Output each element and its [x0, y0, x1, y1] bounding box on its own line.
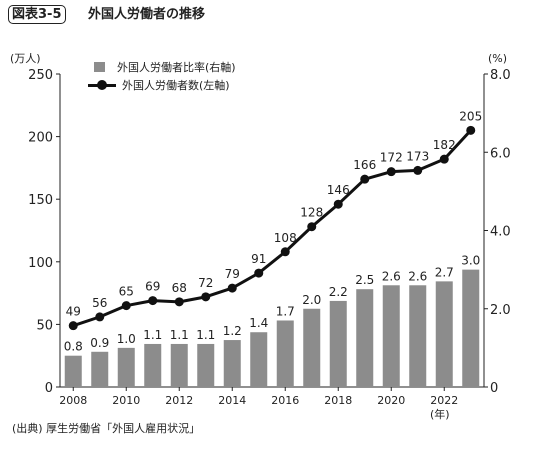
- ratio-bar: [462, 269, 480, 387]
- count-point-label: 146: [327, 183, 350, 197]
- left-tick-label: 200: [28, 131, 53, 146]
- source-note: (出典) 厚生労働省「外国人雇用状況」: [12, 422, 201, 435]
- count-point: [413, 165, 423, 175]
- ratio-bar-label: 2.7: [435, 265, 454, 279]
- count-point-label: 108: [274, 231, 297, 245]
- ratio-bar: [197, 343, 215, 387]
- ratio-bar: [64, 355, 82, 387]
- count-point: [333, 199, 343, 209]
- ratio-bar: [435, 281, 453, 387]
- count-point-label: 172: [380, 151, 403, 165]
- ratio-bar: [117, 347, 135, 387]
- ratio-bar-label: 1.7: [276, 304, 295, 318]
- count-point: [121, 301, 131, 311]
- count-point: [174, 297, 184, 307]
- ratio-bar: [276, 320, 294, 387]
- legend-label-ratio: 外国人労働者比率(右軸): [117, 61, 236, 74]
- count-point-label: 128: [300, 206, 323, 220]
- count-line: [72, 129, 472, 328]
- count-point: [227, 283, 237, 293]
- ratio-bar: [382, 285, 400, 387]
- count-point: [360, 174, 370, 184]
- ratio-bar: [91, 351, 109, 387]
- right-tick-label: 4.0: [490, 225, 511, 240]
- left-axis-unit: (万人): [10, 52, 41, 65]
- count-point-label: 205: [459, 109, 482, 123]
- count-point: [95, 312, 105, 322]
- count-point: [386, 167, 396, 177]
- left-tick-label: 250: [28, 68, 53, 83]
- ratio-bar-label: 0.8: [64, 340, 83, 354]
- legend-label-count: 外国人労働者数(左軸): [122, 79, 230, 92]
- ratio-bar-label: 2.6: [408, 269, 427, 283]
- x-tick-label: 2018: [324, 394, 352, 407]
- count-point: [201, 292, 211, 302]
- ratio-bar-label: 0.9: [90, 336, 109, 350]
- count-point-label: 49: [66, 305, 81, 319]
- ratio-bar-label: 2.6: [382, 269, 401, 283]
- ratio-bar: [170, 343, 188, 387]
- x-tick-label: 2016: [271, 394, 299, 407]
- x-tick-label: 2020: [377, 394, 405, 407]
- count-point-label: 91: [251, 252, 266, 266]
- count-point: [466, 125, 476, 135]
- left-tick-label: 100: [28, 256, 53, 271]
- right-axis-unit: (%): [488, 52, 508, 65]
- left-tick-label: 0: [45, 381, 53, 396]
- count-point: [148, 296, 158, 306]
- figure-label: 図表3-5: [8, 5, 66, 24]
- count-point-label: 68: [172, 281, 187, 295]
- ratio-bar: [409, 285, 427, 387]
- ratio-bar-label: 2.0: [302, 293, 321, 307]
- x-tick-label: 2022: [430, 394, 458, 407]
- ratio-bar: [303, 308, 321, 387]
- chart-title: 外国人労働者の推移: [88, 7, 206, 22]
- left-tick-label: 150: [28, 193, 53, 208]
- legend-item-ratio: 外国人労働者比率(右軸): [88, 59, 236, 75]
- x-tick-label: 2010: [112, 394, 140, 407]
- right-tick-label: 2.0: [490, 303, 511, 318]
- ratio-bar-label: 2.2: [329, 285, 348, 299]
- x-tick-label: 2014: [218, 394, 246, 407]
- ratio-bar: [144, 343, 162, 387]
- count-point-label: 166: [353, 158, 376, 172]
- legend-line-swatch: [88, 79, 116, 91]
- count-point: [307, 222, 317, 232]
- right-tick-label: 0: [490, 381, 498, 396]
- right-tick-label: 8.0: [490, 68, 511, 83]
- left-tick-label: 50: [36, 318, 53, 333]
- count-point-label: 69: [145, 280, 160, 294]
- ratio-bar-label: 2.5: [355, 273, 374, 287]
- right-tick-label: 6.0: [490, 146, 511, 161]
- count-point-label: 65: [119, 285, 134, 299]
- count-point-label: 56: [92, 296, 107, 310]
- ratio-bar: [329, 300, 347, 387]
- ratio-bar: [223, 340, 241, 387]
- x-tick-label: 2012: [165, 394, 193, 407]
- legend-item-count: 外国人労働者数(左軸): [88, 77, 230, 93]
- ratio-bar-label: 1.2: [223, 324, 242, 338]
- ratio-bar: [356, 289, 374, 387]
- count-point: [254, 268, 264, 278]
- x-axis-year-unit: (年): [430, 408, 450, 421]
- x-tick-label: 2008: [59, 394, 87, 407]
- count-point-label: 182: [433, 138, 456, 152]
- count-point: [68, 321, 78, 331]
- ratio-bar-label: 3.0: [461, 254, 480, 268]
- ratio-bar-label: 1.1: [196, 328, 215, 342]
- ratio-bar-label: 1.1: [143, 328, 162, 342]
- ratio-bar: [250, 332, 268, 387]
- count-point: [439, 154, 449, 164]
- count-point-label: 79: [225, 267, 240, 281]
- count-point-label: 72: [198, 276, 213, 290]
- ratio-bar-label: 1.0: [117, 332, 136, 346]
- count-point: [280, 247, 290, 257]
- legend-bar-swatch: [94, 62, 105, 72]
- ratio-bar-label: 1.1: [170, 328, 189, 342]
- count-point-label: 173: [406, 149, 429, 163]
- ratio-bar-label: 1.4: [249, 316, 268, 330]
